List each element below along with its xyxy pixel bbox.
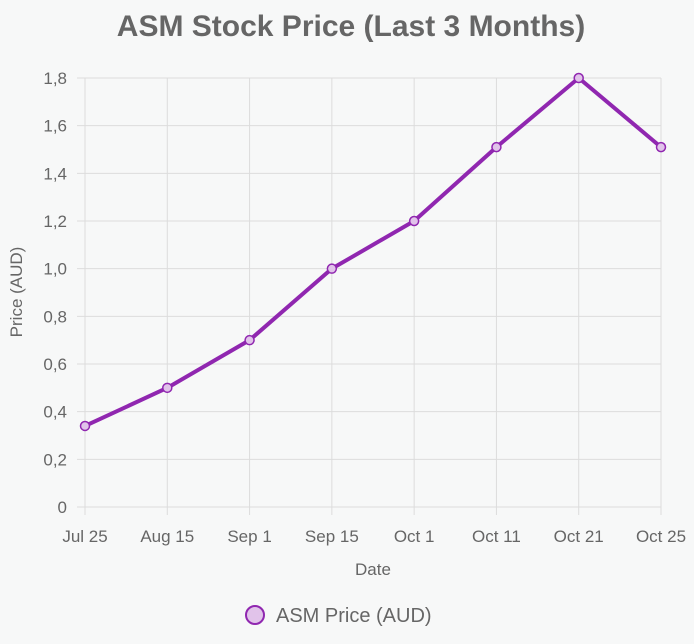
legend[interactable]: ASM Price (AUD) [245, 605, 432, 627]
y-tick-label: 1,8 [43, 69, 67, 88]
x-tick-label: Sep 1 [227, 527, 271, 546]
x-tick-label: Sep 15 [305, 527, 359, 546]
grid-lines [77, 77, 662, 515]
x-tick-label: Oct 11 [472, 527, 521, 546]
y-tick-label: 1,0 [43, 260, 67, 279]
data-point[interactable] [655, 141, 667, 153]
y-tick-label: 0 [58, 498, 67, 517]
x-axis-title: Date [355, 560, 391, 579]
data-point[interactable] [79, 420, 91, 432]
legend-marker [245, 605, 265, 625]
y-axis-title: Price (AUD) [7, 247, 26, 338]
x-tick-label: Jul 25 [62, 527, 107, 546]
legend-label: ASM Price (AUD) [276, 605, 432, 627]
y-tick-label: 1,2 [43, 212, 67, 231]
x-tick-label: Aug 15 [140, 527, 194, 546]
data-point[interactable] [162, 382, 173, 394]
y-tick-label: 0,4 [43, 403, 67, 422]
y-tick-label: 1,6 [43, 117, 67, 136]
x-tick-label: Oct 21 [554, 527, 604, 546]
y-tick-labels: 0 0,2 0,4 0,6 0,8 1,0 1,2 1,4 1,6 1,8 [43, 69, 67, 517]
x-tick-label: Oct 25 [636, 527, 686, 546]
series-asm-price [79, 72, 667, 432]
data-point[interactable] [573, 72, 584, 84]
data-point[interactable] [244, 334, 255, 346]
x-tick-label: Oct 1 [394, 527, 435, 546]
data-point[interactable] [408, 215, 420, 227]
y-tick-label: 1,4 [43, 164, 67, 183]
x-tick-labels: Jul 25 Aug 15 Sep 1 Sep 15 Oct 1 Oct 11 Oct 21… [62, 527, 686, 546]
y-tick-label: 0,2 [43, 450, 67, 469]
series-line [83, 76, 663, 428]
data-point[interactable] [491, 141, 502, 153]
chart-title: ASM Stock Price (Last 3 Months) [117, 10, 585, 43]
y-tick-label: 0,6 [43, 355, 67, 374]
y-tick-label: 0,8 [43, 307, 67, 326]
data-point[interactable] [326, 263, 338, 274]
